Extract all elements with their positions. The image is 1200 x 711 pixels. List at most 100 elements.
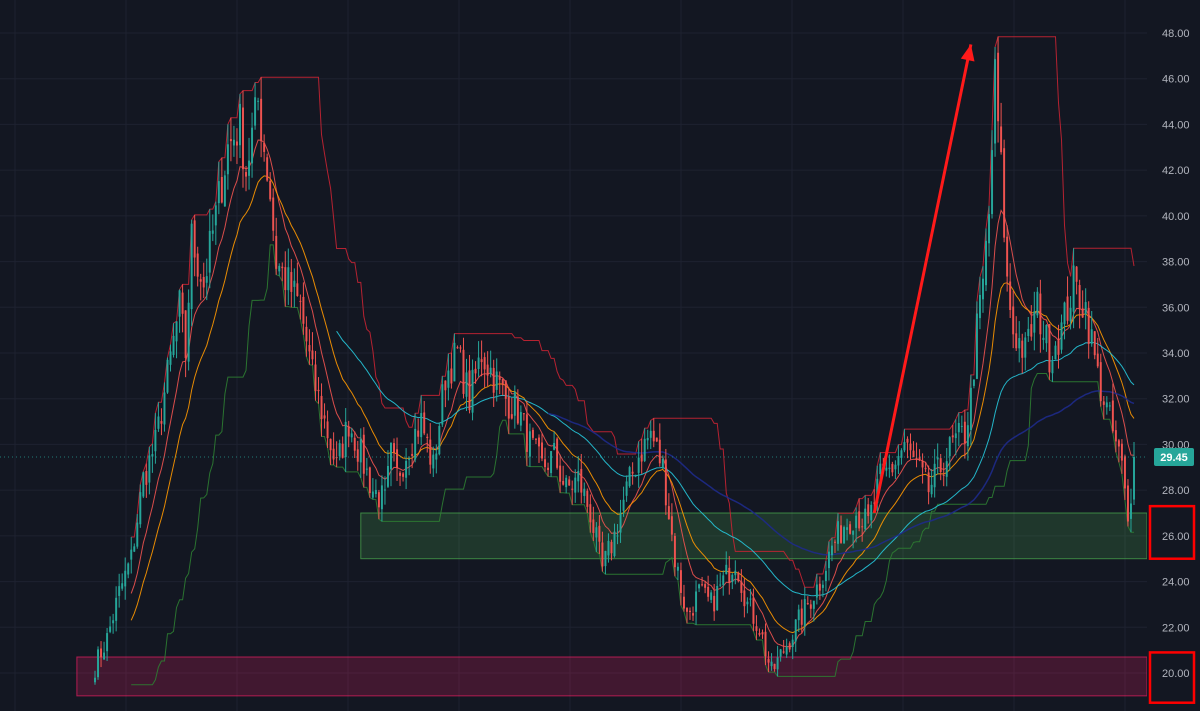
candle[interactable]: [399, 470, 402, 486]
candle[interactable]: [338, 439, 341, 461]
candle[interactable]: [492, 359, 495, 407]
candle[interactable]: [945, 447, 948, 487]
candle[interactable]: [314, 350, 317, 401]
candle[interactable]: [112, 613, 115, 634]
candle[interactable]: [716, 574, 719, 611]
candle[interactable]: [824, 560, 827, 592]
candle[interactable]: [1114, 420, 1117, 453]
candle[interactable]: [800, 599, 803, 634]
candle[interactable]: [1087, 301, 1090, 359]
candle[interactable]: [918, 449, 921, 462]
candle[interactable]: [519, 405, 522, 432]
candle[interactable]: [513, 385, 516, 429]
candle[interactable]: [272, 188, 275, 242]
candle[interactable]: [556, 437, 559, 470]
candle[interactable]: [501, 378, 504, 396]
candle[interactable]: [495, 358, 498, 402]
candle[interactable]: [1012, 290, 1015, 349]
candle[interactable]: [287, 248, 290, 305]
candle[interactable]: [468, 354, 471, 414]
candle[interactable]: [528, 423, 531, 467]
candle[interactable]: [311, 332, 314, 366]
candle[interactable]: [238, 94, 241, 159]
candle[interactable]: [329, 438, 332, 465]
candle[interactable]: [133, 543, 136, 553]
candle[interactable]: [997, 36, 1000, 143]
candle[interactable]: [858, 498, 861, 532]
candle[interactable]: [205, 258, 208, 301]
candle[interactable]: [640, 438, 643, 474]
candle[interactable]: [411, 443, 414, 469]
candle[interactable]: [1133, 442, 1135, 506]
candle[interactable]: [607, 533, 610, 563]
candle[interactable]: [939, 454, 942, 481]
candle[interactable]: [1036, 287, 1039, 318]
candle[interactable]: [752, 588, 755, 632]
candle[interactable]: [921, 453, 924, 484]
candle[interactable]: [284, 251, 287, 307]
candle[interactable]: [145, 463, 148, 498]
candle[interactable]: [595, 522, 598, 552]
candle[interactable]: [803, 587, 806, 636]
candle[interactable]: [900, 448, 903, 465]
candle[interactable]: [1057, 324, 1060, 369]
candle[interactable]: [809, 599, 812, 619]
candle[interactable]: [1111, 383, 1114, 434]
candle[interactable]: [843, 525, 846, 544]
candle[interactable]: [175, 321, 178, 359]
candle[interactable]: [263, 134, 266, 162]
candle[interactable]: [154, 413, 157, 464]
candle[interactable]: [1060, 314, 1063, 354]
candle[interactable]: [516, 389, 519, 425]
candle[interactable]: [734, 560, 737, 585]
candle[interactable]: [785, 638, 788, 658]
candle[interactable]: [163, 382, 166, 432]
candle[interactable]: [531, 427, 534, 440]
candle[interactable]: [619, 499, 622, 543]
candle[interactable]: [1108, 401, 1111, 411]
candle[interactable]: [568, 476, 571, 486]
candle[interactable]: [933, 449, 936, 498]
candle[interactable]: [465, 358, 468, 412]
candle[interactable]: [1072, 248, 1075, 329]
candle[interactable]: [788, 641, 791, 653]
candle[interactable]: [562, 465, 565, 486]
candle[interactable]: [365, 457, 368, 476]
candle[interactable]: [498, 371, 501, 395]
candle[interactable]: [649, 420, 652, 450]
candle[interactable]: [489, 350, 492, 378]
candle[interactable]: [1048, 323, 1051, 380]
candle[interactable]: [643, 428, 646, 463]
candle[interactable]: [1051, 355, 1054, 382]
candle[interactable]: [402, 471, 405, 482]
candle[interactable]: [453, 333, 456, 382]
candle[interactable]: [885, 459, 888, 477]
candle[interactable]: [942, 462, 945, 487]
candle[interactable]: [344, 408, 347, 472]
candle[interactable]: [963, 409, 966, 459]
candle[interactable]: [121, 573, 124, 591]
candle[interactable]: [178, 289, 181, 333]
candle[interactable]: [891, 461, 894, 477]
candle[interactable]: [124, 557, 127, 600]
candle[interactable]: [670, 503, 673, 542]
candle[interactable]: [985, 228, 987, 292]
candle[interactable]: [710, 590, 713, 604]
candle[interactable]: [846, 518, 849, 541]
candle[interactable]: [136, 514, 139, 549]
candle[interactable]: [538, 434, 540, 463]
candle[interactable]: [299, 294, 302, 320]
candle[interactable]: [864, 495, 867, 532]
candle[interactable]: [1015, 316, 1018, 352]
candle[interactable]: [704, 580, 707, 594]
candle[interactable]: [317, 377, 320, 404]
candle[interactable]: [740, 569, 743, 602]
candle[interactable]: [658, 423, 661, 467]
candle[interactable]: [341, 436, 344, 459]
candle[interactable]: [806, 596, 809, 605]
candle[interactable]: [356, 440, 359, 471]
candle[interactable]: [634, 474, 637, 478]
candle[interactable]: [598, 514, 601, 554]
candle[interactable]: [1090, 311, 1093, 347]
